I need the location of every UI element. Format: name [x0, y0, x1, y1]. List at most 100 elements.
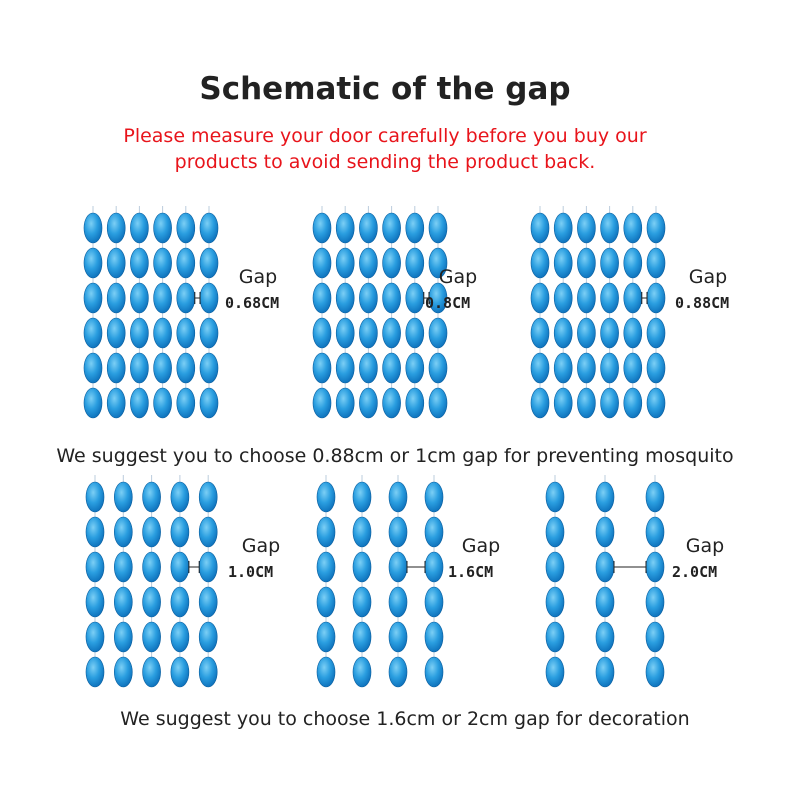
subtitle: products to avoid sending the product ba… — [175, 151, 596, 173]
bead — [83, 387, 103, 419]
bead — [335, 247, 355, 279]
bead — [170, 481, 190, 513]
bead — [142, 551, 161, 583]
bead — [359, 352, 378, 384]
bead — [428, 212, 448, 244]
bead — [530, 317, 550, 349]
bead — [352, 551, 372, 583]
bead — [553, 317, 573, 349]
bead — [106, 317, 126, 349]
bead — [359, 387, 378, 419]
bead — [545, 516, 565, 548]
bead — [198, 621, 218, 653]
bead — [382, 212, 401, 244]
bead — [646, 212, 666, 244]
bead — [623, 352, 643, 384]
bead — [428, 317, 448, 349]
bead — [382, 317, 401, 349]
bead — [130, 352, 149, 384]
bead — [198, 516, 218, 548]
gap-label: Gap — [689, 266, 727, 288]
bead — [388, 656, 408, 688]
bead — [199, 247, 219, 279]
bead — [545, 621, 565, 653]
bead — [106, 212, 126, 244]
bead — [352, 621, 372, 653]
gap-value: 0.88CM — [675, 294, 729, 312]
bead — [577, 352, 596, 384]
bead — [646, 317, 666, 349]
bead — [199, 387, 219, 419]
bead — [335, 352, 355, 384]
bead — [176, 282, 196, 314]
bead — [153, 352, 172, 384]
bead — [646, 247, 666, 279]
bead — [130, 317, 149, 349]
bead — [623, 282, 643, 314]
bead — [312, 387, 332, 419]
bead — [316, 586, 336, 618]
bead — [645, 656, 665, 688]
bead — [382, 387, 401, 419]
note: We suggest you to choose 1.6cm or 2cm ga… — [120, 708, 689, 730]
bead — [153, 387, 172, 419]
bead — [424, 586, 444, 618]
bead — [577, 317, 596, 349]
bead — [199, 352, 219, 384]
bead — [359, 247, 378, 279]
bead — [198, 551, 218, 583]
bead — [577, 212, 596, 244]
bead — [335, 282, 355, 314]
gap-value: 0.68CM — [225, 294, 279, 312]
bead — [405, 282, 425, 314]
bead — [335, 317, 355, 349]
bead — [114, 516, 133, 548]
bead — [359, 212, 378, 244]
bead — [316, 656, 336, 688]
bead — [600, 282, 619, 314]
bead — [170, 621, 190, 653]
bead — [114, 621, 133, 653]
bead — [106, 247, 126, 279]
bead — [553, 352, 573, 384]
bead — [600, 212, 619, 244]
bead — [595, 481, 615, 513]
bead — [312, 317, 332, 349]
bead — [170, 551, 190, 583]
gap-value: 2.0CM — [672, 563, 717, 581]
title: Schematic of the gap — [199, 71, 570, 107]
bead — [85, 656, 105, 688]
bead — [153, 317, 172, 349]
bead — [198, 656, 218, 688]
bead — [646, 352, 666, 384]
bead — [405, 212, 425, 244]
bead — [170, 586, 190, 618]
bead — [176, 387, 196, 419]
bead — [170, 656, 190, 688]
bead — [424, 621, 444, 653]
bead — [130, 247, 149, 279]
bead — [114, 551, 133, 583]
bead — [388, 481, 408, 513]
bead — [428, 387, 448, 419]
gap-value: 1.0CM — [228, 563, 273, 581]
bead — [600, 317, 619, 349]
bead — [428, 352, 448, 384]
bead — [130, 387, 149, 419]
bead — [623, 317, 643, 349]
bead — [85, 481, 105, 513]
bead — [312, 352, 332, 384]
bead — [176, 247, 196, 279]
bead — [388, 586, 408, 618]
bead — [530, 282, 550, 314]
bead — [382, 247, 401, 279]
bead — [388, 621, 408, 653]
bead — [428, 247, 448, 279]
gap-label: Gap — [462, 535, 500, 557]
bead — [316, 516, 336, 548]
bead — [646, 282, 666, 314]
bead — [170, 516, 190, 548]
bead — [623, 247, 643, 279]
bead — [424, 481, 444, 513]
bead — [114, 481, 133, 513]
